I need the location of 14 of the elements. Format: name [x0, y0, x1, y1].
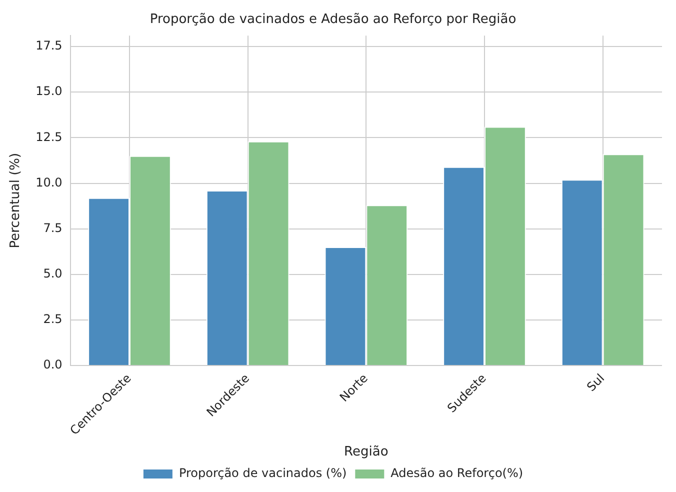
y-tick-label: 10.0 — [36, 175, 62, 190]
y-tick-label: 7.5 — [43, 220, 62, 235]
x-tick-label: Sul — [584, 371, 608, 394]
y-tick-label: 2.5 — [43, 312, 62, 326]
legend-label: Proporção de vacinados (%) — [178, 466, 347, 480]
chart-title: Proporção de vacinados e Adesão ao Reforço por Região — [150, 12, 516, 28]
y-tick-label: 5.0 — [43, 266, 62, 281]
y-tick-label: 0.0 — [43, 358, 62, 372]
y-axis-title: Percentual (%) — [8, 152, 24, 248]
y-tick-label: 15.0 — [36, 84, 62, 98]
y-tick-label: 12.5 — [36, 130, 62, 144]
x-axis-title: Região — [344, 444, 388, 460]
y-tick-label: 17.5 — [36, 38, 62, 53]
legend-label: Adesão ao Reforço(%) — [390, 466, 524, 480]
